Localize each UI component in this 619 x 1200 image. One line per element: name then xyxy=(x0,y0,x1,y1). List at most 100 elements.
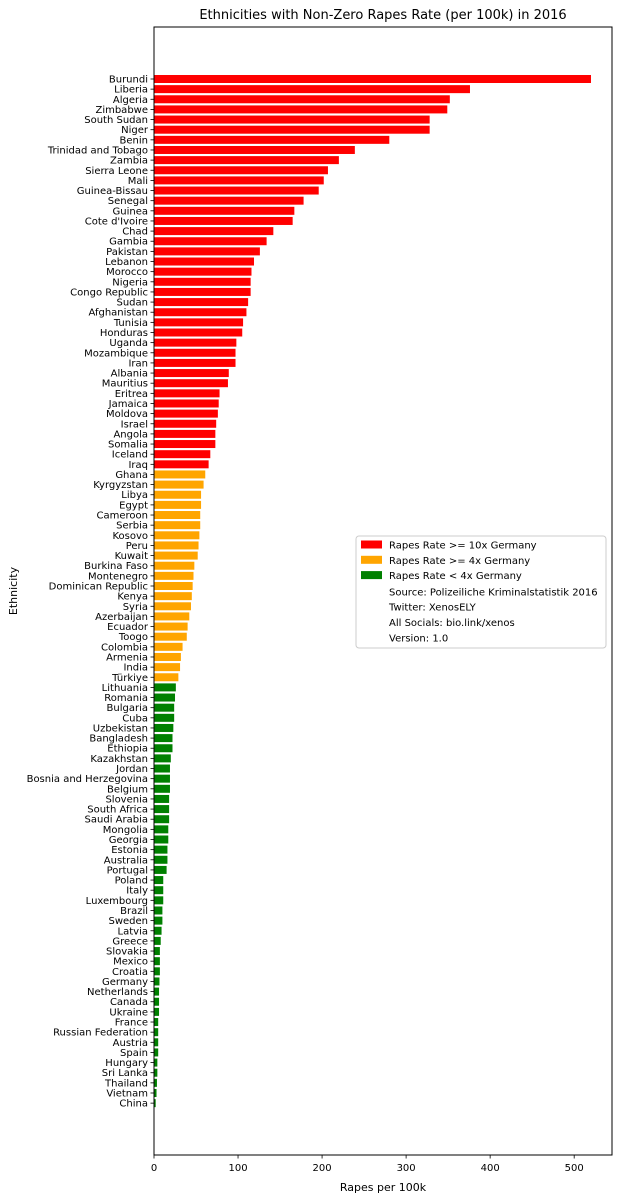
bar xyxy=(154,683,176,692)
bar xyxy=(154,429,216,438)
bar xyxy=(154,227,274,236)
y-tick-label: Zimbabwe xyxy=(95,105,148,116)
y-tick-label: Iraq xyxy=(128,460,148,471)
bar xyxy=(154,216,293,225)
bar xyxy=(154,784,170,793)
bar xyxy=(154,389,220,398)
y-tick-label: Lithuania xyxy=(102,683,148,694)
bar xyxy=(154,399,219,408)
y-tick-label: Trinidad and Tobago xyxy=(47,145,148,156)
bar xyxy=(154,156,339,165)
y-tick-label: Bosnia and Herzegovina xyxy=(27,774,148,785)
bar xyxy=(154,135,390,144)
bar xyxy=(154,298,249,307)
y-tick-label: Morocco xyxy=(106,267,148,278)
bar xyxy=(154,541,199,550)
bar xyxy=(154,237,267,246)
bar xyxy=(154,693,176,702)
bar xyxy=(154,358,236,367)
bar xyxy=(154,369,229,378)
bar xyxy=(154,642,183,651)
bar xyxy=(154,521,201,530)
y-tick-label: Hungary xyxy=(105,1058,148,1069)
bar xyxy=(154,754,171,763)
y-tick-label: Sudan xyxy=(117,298,149,309)
y-tick-label: Ethiopia xyxy=(107,744,148,755)
bar xyxy=(154,145,355,154)
bar xyxy=(154,1089,157,1097)
y-tick-label: Ghana xyxy=(115,470,148,481)
y-tick-label: Nigeria xyxy=(112,277,148,288)
y-tick-label: Cameroon xyxy=(97,511,148,522)
y-tick-label: Mexico xyxy=(113,957,148,968)
bar xyxy=(154,531,200,540)
bar xyxy=(154,176,324,185)
y-tick-label: Uganda xyxy=(109,338,148,349)
y-tick-label: Montenegro xyxy=(88,571,148,582)
bar xyxy=(154,855,168,864)
bar xyxy=(154,947,160,956)
y-tick-label: Tunisia xyxy=(113,318,148,329)
bar xyxy=(154,723,174,732)
legend-label: Rapes Rate >= 10x Germany xyxy=(389,541,537,552)
y-tick-label: Toogo xyxy=(118,632,148,643)
y-tick-label: Niger xyxy=(121,125,149,136)
bar xyxy=(154,652,181,661)
legend-label: Rapes Rate < 4x Germany xyxy=(389,571,522,582)
y-tick-label: Türkiye xyxy=(111,673,148,684)
y-tick-label: Kenya xyxy=(117,592,148,603)
y-tick-label: Kuwait xyxy=(115,551,148,562)
y-tick-label: Latvia xyxy=(118,926,148,937)
bar xyxy=(154,865,167,874)
bar xyxy=(154,916,163,925)
y-tick-label: Saudi Arabia xyxy=(85,815,148,826)
y-tick-label: South Sudan xyxy=(84,115,148,126)
y-tick-label: Italy xyxy=(126,886,148,897)
bar xyxy=(154,247,260,256)
y-tick-label: Canada xyxy=(110,997,148,1008)
x-tick-label: 200 xyxy=(313,1163,332,1174)
bar xyxy=(154,95,450,104)
bar xyxy=(154,277,251,286)
y-tick-label: Somalia xyxy=(108,440,148,451)
y-tick-label: Senegal xyxy=(108,196,148,207)
bar xyxy=(154,328,243,337)
y-tick-label: Cuba xyxy=(122,713,148,724)
legend-box xyxy=(355,535,607,649)
bar xyxy=(154,835,169,844)
bar xyxy=(154,845,168,854)
bar xyxy=(154,409,218,418)
bar xyxy=(154,196,304,205)
bar xyxy=(154,876,164,885)
y-tick-label: Croatia xyxy=(112,967,148,978)
bar xyxy=(154,1038,159,1047)
bar xyxy=(154,571,194,580)
chart-title: Ethnicities with Non-Zero Rapes Rate (pe… xyxy=(199,8,566,23)
y-tick-label: Belgium xyxy=(107,784,148,795)
legend-note: All Socials: bio.link/xenos xyxy=(389,618,515,629)
bar xyxy=(154,805,170,814)
y-tick-label: Kazakhstan xyxy=(90,754,148,765)
y-tick-label: Benin xyxy=(120,135,148,146)
x-tick-label: 0 xyxy=(151,1163,157,1174)
bar xyxy=(154,703,175,712)
y-tick-label: Serbia xyxy=(116,521,148,532)
bar xyxy=(154,257,255,266)
bar xyxy=(154,977,160,986)
bar xyxy=(154,125,430,134)
y-tick-label: France xyxy=(115,1018,148,1029)
y-tick-label: Portugal xyxy=(107,865,148,876)
bar xyxy=(154,105,448,114)
bar xyxy=(154,622,188,631)
bar xyxy=(154,602,191,611)
bars-layer xyxy=(154,75,591,1108)
y-tick-label: Austria xyxy=(113,1038,148,1049)
y-tick-label: Chad xyxy=(122,227,148,238)
bar xyxy=(154,75,591,83)
y-tick-label: Zambia xyxy=(110,156,148,167)
y-tick-label: Iran xyxy=(128,358,148,369)
bar xyxy=(154,470,206,479)
y-tick-label: Estonia xyxy=(111,845,148,856)
bar xyxy=(154,85,470,94)
y-tick-label: Slovakia xyxy=(106,947,148,958)
